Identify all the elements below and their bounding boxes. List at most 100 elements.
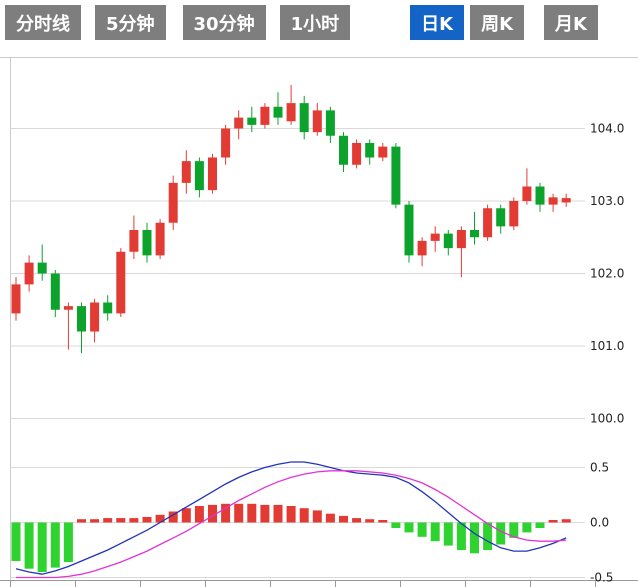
tab-1hour[interactable]: 1小时 xyxy=(279,5,351,40)
macd-histogram-bar xyxy=(168,511,178,523)
macd-histogram-bar xyxy=(365,519,375,523)
macd-histogram-bar xyxy=(352,518,362,523)
macd-histogram-bar xyxy=(247,503,257,523)
candle-body xyxy=(63,306,73,310)
candle-body xyxy=(116,251,126,314)
macd-histogram-bar xyxy=(103,518,113,523)
timeframe-tabbar: 分时线 5分钟 30分钟 1小时 日K 周K 月K xyxy=(5,5,598,40)
candle-body xyxy=(352,143,362,165)
candle-body xyxy=(260,106,270,125)
macd-histogram-bar xyxy=(470,522,479,554)
candle-body xyxy=(430,233,440,241)
candle-body xyxy=(312,110,322,133)
macd-histogram-bar xyxy=(417,522,427,537)
macd-histogram-bar xyxy=(260,504,270,523)
candle-body xyxy=(155,222,165,256)
tab-30min[interactable]: 30分钟 xyxy=(182,5,266,40)
candle-body xyxy=(483,208,493,238)
candle-body xyxy=(509,201,519,227)
macd-histogram-bar xyxy=(443,522,453,546)
candle-body xyxy=(391,146,401,205)
macd-histogram-bar xyxy=(63,522,73,563)
macd-histogram-bar xyxy=(77,519,86,523)
macd-histogram-bar xyxy=(90,519,100,523)
macd-histogram-bar xyxy=(496,522,506,545)
macd-histogram-bar xyxy=(142,517,152,523)
macd-histogram-bar xyxy=(561,519,571,523)
candle-body xyxy=(50,273,60,310)
macd-histogram-bar xyxy=(155,514,165,523)
macd-histogram-bar xyxy=(181,508,191,523)
candle-body xyxy=(181,161,191,183)
macd-histogram-bar xyxy=(522,522,532,533)
macd-histogram-bar xyxy=(234,503,244,523)
candle-body xyxy=(561,198,571,203)
macd-histogram-bar xyxy=(194,506,204,523)
candle-body xyxy=(378,146,388,158)
tab-monthly-k[interactable]: 月K xyxy=(544,5,598,40)
candle-body xyxy=(221,128,231,158)
candle-body xyxy=(548,197,558,205)
candle-body xyxy=(286,103,296,122)
candle-body xyxy=(129,230,139,252)
macd-histogram-bar xyxy=(273,504,283,523)
macd-axis-label: 0.0 xyxy=(590,516,609,530)
macd-histogram-bar xyxy=(430,522,440,542)
macd-histogram-bar xyxy=(11,522,21,561)
macd-histogram-bar xyxy=(535,522,545,528)
candle-body xyxy=(325,110,335,136)
candle-body xyxy=(417,240,427,256)
macd-histogram-bar xyxy=(50,522,60,568)
tab-daily-k[interactable]: 日K xyxy=(410,5,465,40)
macd-histogram-bar xyxy=(24,522,34,569)
candle-body xyxy=(443,233,453,249)
candle-body xyxy=(522,186,532,201)
macd-histogram-bar xyxy=(37,522,47,572)
macd-histogram-bar xyxy=(391,522,401,528)
candle-body xyxy=(142,230,152,256)
macd-histogram-bar xyxy=(404,522,414,533)
macd-histogram-bar xyxy=(312,510,322,523)
candle-body xyxy=(299,103,309,133)
candle-body xyxy=(77,306,86,332)
candle-body xyxy=(37,262,47,274)
macd-histogram-bar xyxy=(325,513,335,523)
macd-histogram-bar xyxy=(116,518,126,523)
macd-histogram-bar xyxy=(548,520,558,523)
macd-histogram-bar xyxy=(129,518,139,523)
price-axis-label: 104.0 xyxy=(590,122,624,136)
macd-histogram-bar xyxy=(509,522,519,538)
candle-body xyxy=(365,143,375,158)
macd-axis-label: -0.5 xyxy=(590,571,613,585)
price-axis-label: 100.0 xyxy=(590,412,624,426)
candle-body xyxy=(24,262,34,285)
candle-body xyxy=(168,182,178,223)
macd-histogram-bar xyxy=(299,508,309,523)
candle-body xyxy=(456,230,466,249)
tab-timeline[interactable]: 分时线 xyxy=(5,5,81,40)
candle-body xyxy=(404,204,414,256)
price-axis-label: 101.0 xyxy=(590,339,624,353)
candle-body xyxy=(90,302,100,332)
candle-body xyxy=(234,117,244,129)
price-axis-label: 103.0 xyxy=(590,194,624,208)
tab-weekly-k[interactable]: 周K xyxy=(470,5,525,40)
candle-body xyxy=(11,284,21,314)
dif-line xyxy=(15,461,567,575)
candle-body xyxy=(247,117,257,125)
dea-line xyxy=(16,470,567,579)
macd-histogram-bar xyxy=(483,522,493,550)
candle-body xyxy=(273,106,283,118)
candle-body xyxy=(194,161,204,191)
macd-histogram-bar xyxy=(221,503,231,523)
candle-body xyxy=(535,186,545,205)
macd-axis-label: 0.5 xyxy=(590,461,609,475)
macd-histogram-bar xyxy=(286,506,296,523)
candle-body xyxy=(470,230,479,238)
candle-body xyxy=(103,302,113,314)
macd-histogram-bar xyxy=(339,515,348,523)
tab-5min[interactable]: 5分钟 xyxy=(95,5,166,40)
macd-histogram-bar xyxy=(378,520,388,523)
price-axis-label: 102.0 xyxy=(590,267,624,281)
